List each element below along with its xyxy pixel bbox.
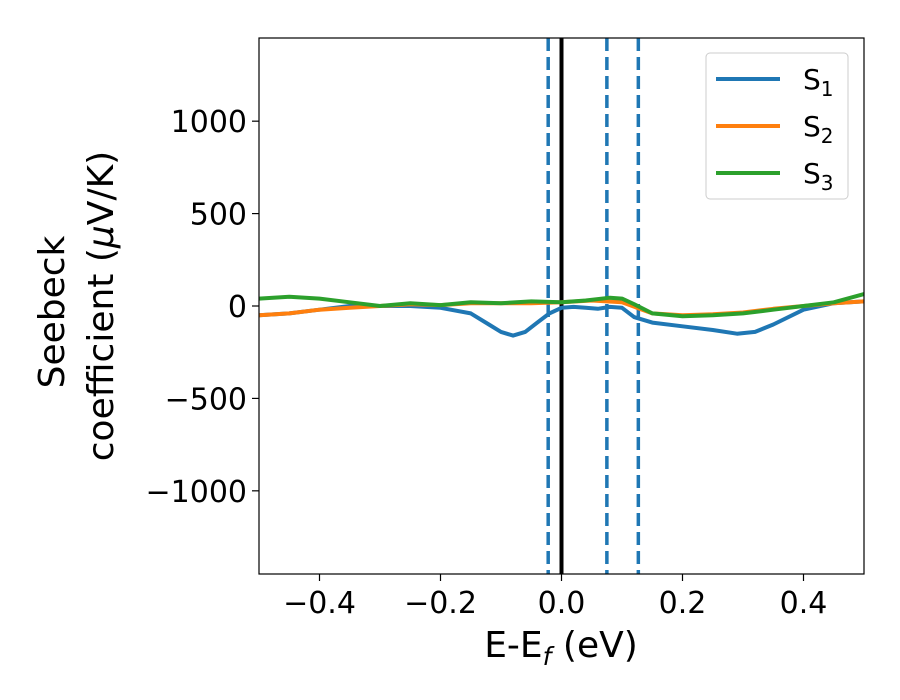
x-tick-label: −0.2 xyxy=(404,586,477,621)
y-tick-label: 1000 xyxy=(171,105,247,140)
x-tick-label: −0.4 xyxy=(283,586,356,621)
y-axis: −1000 −500 0 500 1000 xyxy=(146,105,259,510)
legend-label-3: S3 xyxy=(803,157,834,195)
legend-label-2: S2 xyxy=(803,110,834,148)
x-tick-label: 0.2 xyxy=(659,586,707,621)
legend-label-1: S1 xyxy=(803,63,834,101)
y-axis-label-line1: Seebeck xyxy=(32,235,73,388)
legend: S1 S2 S3 xyxy=(705,52,849,200)
x-axis-label: E-Ef (eV) xyxy=(484,625,638,671)
y-tick-label: −500 xyxy=(165,382,247,417)
x-tick-label: 0.0 xyxy=(538,586,586,621)
series-line-3 xyxy=(259,292,864,319)
x-tick-label: 0.4 xyxy=(780,586,828,621)
y-tick-label: 500 xyxy=(190,198,247,233)
y-tick-label: −1000 xyxy=(146,475,247,510)
y-tick-label: 0 xyxy=(228,290,247,325)
y-axis-label-line2: coefficient (μV/K) xyxy=(81,151,122,461)
x-axis: −0.4 −0.2 0.0 0.2 0.4 xyxy=(283,574,827,621)
series-layer xyxy=(259,292,864,338)
